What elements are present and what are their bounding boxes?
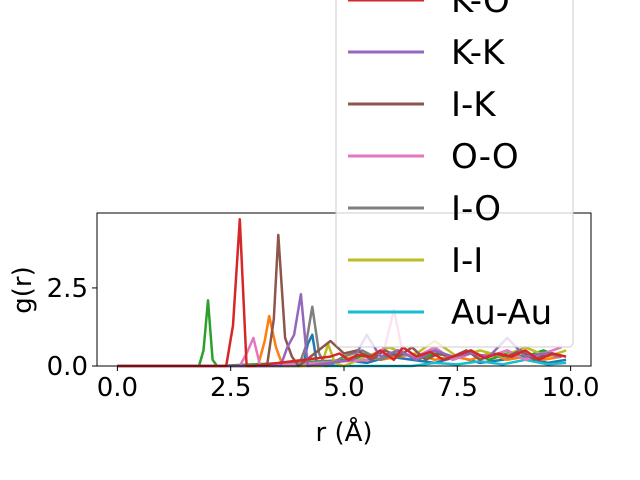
legend: K-O K-K I-K O-O I-O I-I Au-Au (335, 0, 574, 348)
legend-items: K-O K-K I-K O-O I-O I-I Au-Au (348, 0, 552, 333)
y-tick-label: 0.0 (47, 352, 88, 382)
x-tick-label: 5.0 (323, 373, 364, 403)
x-tick-label: 10.0 (542, 373, 600, 403)
legend-label-au-au: Au-Au (451, 293, 552, 333)
legend-label-i-k: I-K (451, 85, 497, 125)
x-tick-label: 2.5 (210, 373, 251, 403)
y-axis-ticks: 0.0 2.5 (47, 274, 97, 382)
legend-label-o-o: O-O (451, 137, 519, 177)
y-axis-label: g(r) (8, 266, 38, 313)
x-axis-label: r (Å) (315, 416, 372, 448)
legend-label-i-i: I-I (451, 241, 483, 281)
legend-label-k-k: K-K (451, 33, 506, 73)
legend-label-i-o: I-O (451, 189, 501, 229)
plot-lines (117, 217, 567, 368)
series-line-au-au (117, 358, 567, 368)
legend-label-k-o: K-O (451, 0, 510, 21)
x-tick-label: 0.0 (97, 373, 138, 403)
x-axis-ticks: 0.0 2.5 5.0 7.5 10.0 (97, 366, 600, 403)
series-line-unlabeled-8 (117, 314, 562, 368)
x-tick-label: 7.5 (437, 373, 478, 403)
y-tick-label: 2.5 (47, 274, 88, 304)
